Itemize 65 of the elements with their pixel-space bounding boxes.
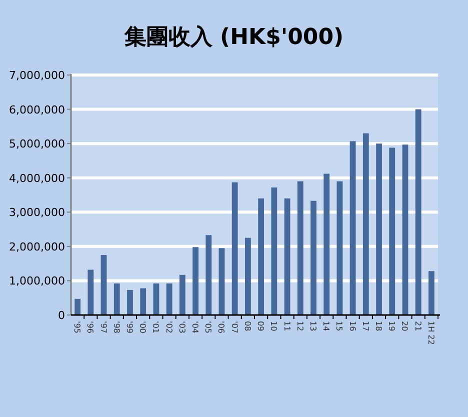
bar <box>324 174 330 315</box>
x-tick-label: 21 <box>413 321 422 332</box>
bar <box>232 182 238 315</box>
bar <box>271 187 278 315</box>
bar <box>376 144 382 315</box>
x-tick-label: '06 <box>216 321 226 334</box>
bar <box>297 181 304 315</box>
y-tick-label: 7,000,000 <box>9 69 65 82</box>
y-tick-label: 1,000,000 <box>9 274 65 288</box>
bar <box>428 271 434 315</box>
bar <box>74 298 81 315</box>
bar <box>192 247 198 315</box>
x-tick-label: '02 <box>164 321 174 334</box>
x-tick-label: '95 <box>72 321 82 334</box>
bar <box>402 144 408 315</box>
bar <box>389 148 396 315</box>
x-tick-label: 18 <box>374 321 384 332</box>
x-tick-label: 09 <box>256 321 266 332</box>
x-tick-label: '98 <box>112 321 121 334</box>
bar <box>206 235 212 315</box>
x-tick-label: '03 <box>177 321 186 334</box>
x-tick-label: 16 <box>348 321 357 332</box>
x-tick-label: '05 <box>204 321 213 334</box>
bar <box>415 109 422 315</box>
y-tick-label: 0 <box>58 309 65 322</box>
bar <box>362 133 369 315</box>
x-tick-label: 19 <box>387 321 396 332</box>
x-tick-label: 17 <box>360 321 370 332</box>
x-tick-label: 10 <box>269 321 278 332</box>
bar <box>140 288 146 315</box>
x-tick-label: '00 <box>138 321 148 334</box>
x-tick-label: 11 <box>282 321 292 332</box>
x-tick-label: 08 <box>242 321 252 332</box>
bar <box>244 238 251 315</box>
x-tick-label: '97 <box>98 321 108 334</box>
bar <box>88 270 94 315</box>
x-tick-label: 14 <box>322 321 331 332</box>
y-tick-label: 2,000,000 <box>9 240 65 254</box>
x-tick-label: 13 <box>308 321 318 332</box>
x-tick-label: '04 <box>190 321 200 334</box>
bar <box>166 283 172 315</box>
bar <box>284 198 290 315</box>
bar <box>127 290 133 315</box>
x-tick-label: '01 <box>151 321 160 334</box>
chart-title: 集團收入 (HK$'000) <box>123 25 344 50</box>
bar <box>336 181 343 315</box>
x-tick-label: 15 <box>334 321 344 332</box>
y-tick-label: 4,000,000 <box>9 172 65 185</box>
x-tick-label: 12 <box>295 321 304 332</box>
bar <box>100 255 107 315</box>
bar <box>153 283 160 315</box>
bar <box>114 283 120 315</box>
y-tick-label: 3,000,000 <box>9 206 65 220</box>
x-tick-label: 20 <box>400 321 410 332</box>
bar <box>179 274 186 315</box>
bar <box>350 141 356 315</box>
bar <box>310 200 316 315</box>
x-tick-label: 1H 22 <box>426 321 436 345</box>
bar <box>258 198 264 315</box>
bar <box>218 248 225 315</box>
y-tick-label: 6,000,000 <box>9 103 65 116</box>
x-tick-label: '99 <box>124 321 134 334</box>
x-tick-label: '07 <box>230 321 239 334</box>
x-tick-label: '96 <box>86 321 95 334</box>
y-tick-label: 5,000,000 <box>9 138 65 151</box>
